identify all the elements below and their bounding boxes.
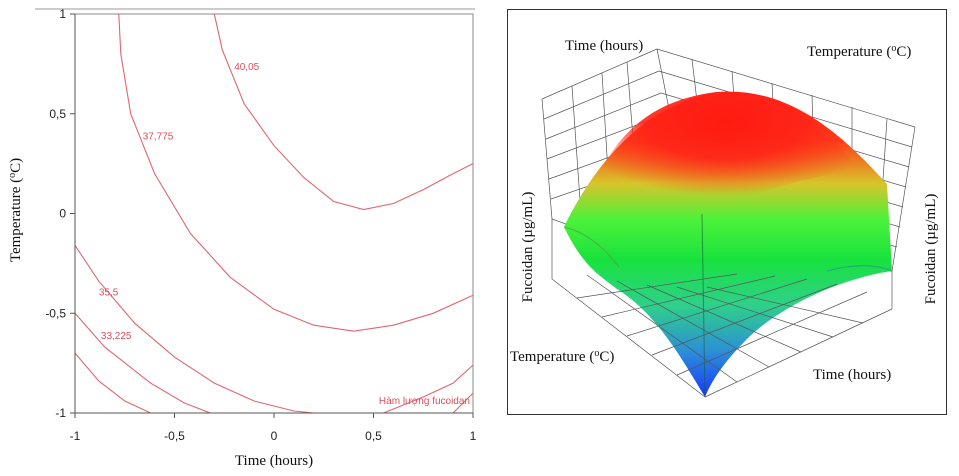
contour-lines bbox=[74, 13, 474, 414]
response-surface bbox=[563, 91, 893, 398]
x-ticks: -1 -0,5 0 0,5 1 bbox=[70, 413, 477, 443]
surface-left-lip bbox=[563, 226, 620, 268]
contour-level-label: 40,05 bbox=[234, 62, 259, 73]
response-label: Hàm lượng fucoidan bbox=[379, 396, 470, 407]
contour-line bbox=[452, 392, 474, 414]
contour-level-label: 35,5 bbox=[99, 287, 119, 298]
y-tick-label: 0,5 bbox=[49, 107, 66, 121]
surface-label-top-left: Time (hours) bbox=[565, 38, 643, 54]
surface-right-lip bbox=[826, 265, 893, 272]
y-tick-label: 0 bbox=[59, 207, 66, 221]
surface-ridge bbox=[701, 213, 706, 398]
contour-line bbox=[74, 245, 314, 414]
surface-chart-panel: Time (hours) Temperature (oC) Fucoidan (… bbox=[507, 9, 947, 415]
y-tick-label: -1 bbox=[55, 406, 66, 420]
contour-chart-panel: 40,05 37,775 35,5 33,225 Hàm lượng fucoidan… bbox=[7, 7, 477, 469]
x-axis-label: Time (hours) bbox=[235, 453, 313, 469]
x-tick-label: 0 bbox=[271, 429, 278, 443]
surface-label-right-vertical: Fucoidan (µg/mL) bbox=[923, 194, 939, 305]
surface-label-top-right: Temperature (oC) bbox=[807, 43, 911, 60]
front-grid bbox=[551, 219, 893, 398]
x-tick-label: -1 bbox=[70, 429, 81, 443]
surface-cap bbox=[592, 91, 857, 214]
contour-line bbox=[213, 13, 474, 211]
contour-line bbox=[383, 364, 474, 414]
contour-line bbox=[74, 312, 211, 414]
contour-level-labels: 40,05 37,775 35,5 33,225 bbox=[99, 62, 260, 342]
y-tick-label: -0,5 bbox=[45, 306, 66, 320]
x-tick-label: 1 bbox=[470, 429, 477, 443]
x-tick-label: -0,5 bbox=[164, 429, 185, 443]
contour-level-label: 33,225 bbox=[101, 331, 132, 342]
contour-line bbox=[118, 13, 474, 332]
surface-label-bottom-left: Temperature (oC) bbox=[510, 348, 614, 365]
y-tick-label: 1 bbox=[59, 7, 66, 21]
y-ticks: 1 0,5 0 -0,5 -1 bbox=[45, 7, 75, 420]
contour-level-label: 37,775 bbox=[143, 132, 174, 143]
y-axis-label: Temperature (oC) bbox=[7, 158, 24, 262]
contour-plot-frame bbox=[74, 13, 474, 414]
surface-label-bottom-right: Time (hours) bbox=[813, 367, 891, 383]
surface-label-left-vertical: Fucoidan (µg/mL) bbox=[520, 192, 536, 303]
contour-line bbox=[74, 352, 151, 414]
x-tick-label: 0,5 bbox=[365, 429, 382, 443]
contour-chart: 40,05 37,775 35,5 33,225 Hàm lượng fucoidan… bbox=[7, 7, 477, 469]
surface-chart: Time (hours) Temperature (oC) Fucoidan (… bbox=[507, 9, 947, 415]
